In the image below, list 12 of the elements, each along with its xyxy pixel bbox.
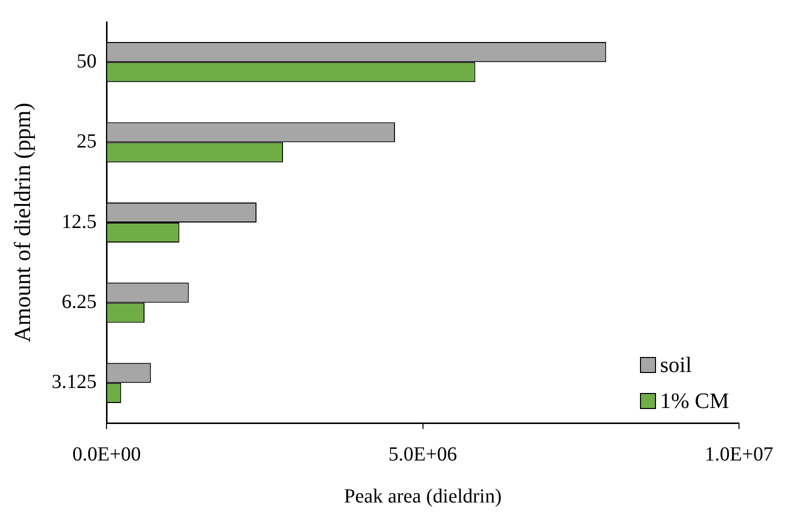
x-axis-title: Peak area (dieldrin) bbox=[344, 485, 502, 508]
y-axis-title: Amount of dieldrin (ppm) bbox=[10, 102, 35, 342]
y-tick-label: 6.25 bbox=[62, 290, 97, 313]
legend-label: soil bbox=[660, 352, 692, 378]
legend-label: 1% CM bbox=[660, 388, 729, 414]
y-tick-label: 12.5 bbox=[62, 210, 97, 233]
x-tick-label: 5.0E+06 bbox=[388, 443, 458, 466]
x-tick-label: 1.0E+07 bbox=[704, 443, 774, 466]
y-tick-label: 25 bbox=[76, 130, 97, 153]
x-tick-label: 0.0E+00 bbox=[72, 443, 141, 466]
y-tick-label: 50 bbox=[76, 50, 97, 72]
y-tick-label: 3.125 bbox=[52, 371, 97, 394]
